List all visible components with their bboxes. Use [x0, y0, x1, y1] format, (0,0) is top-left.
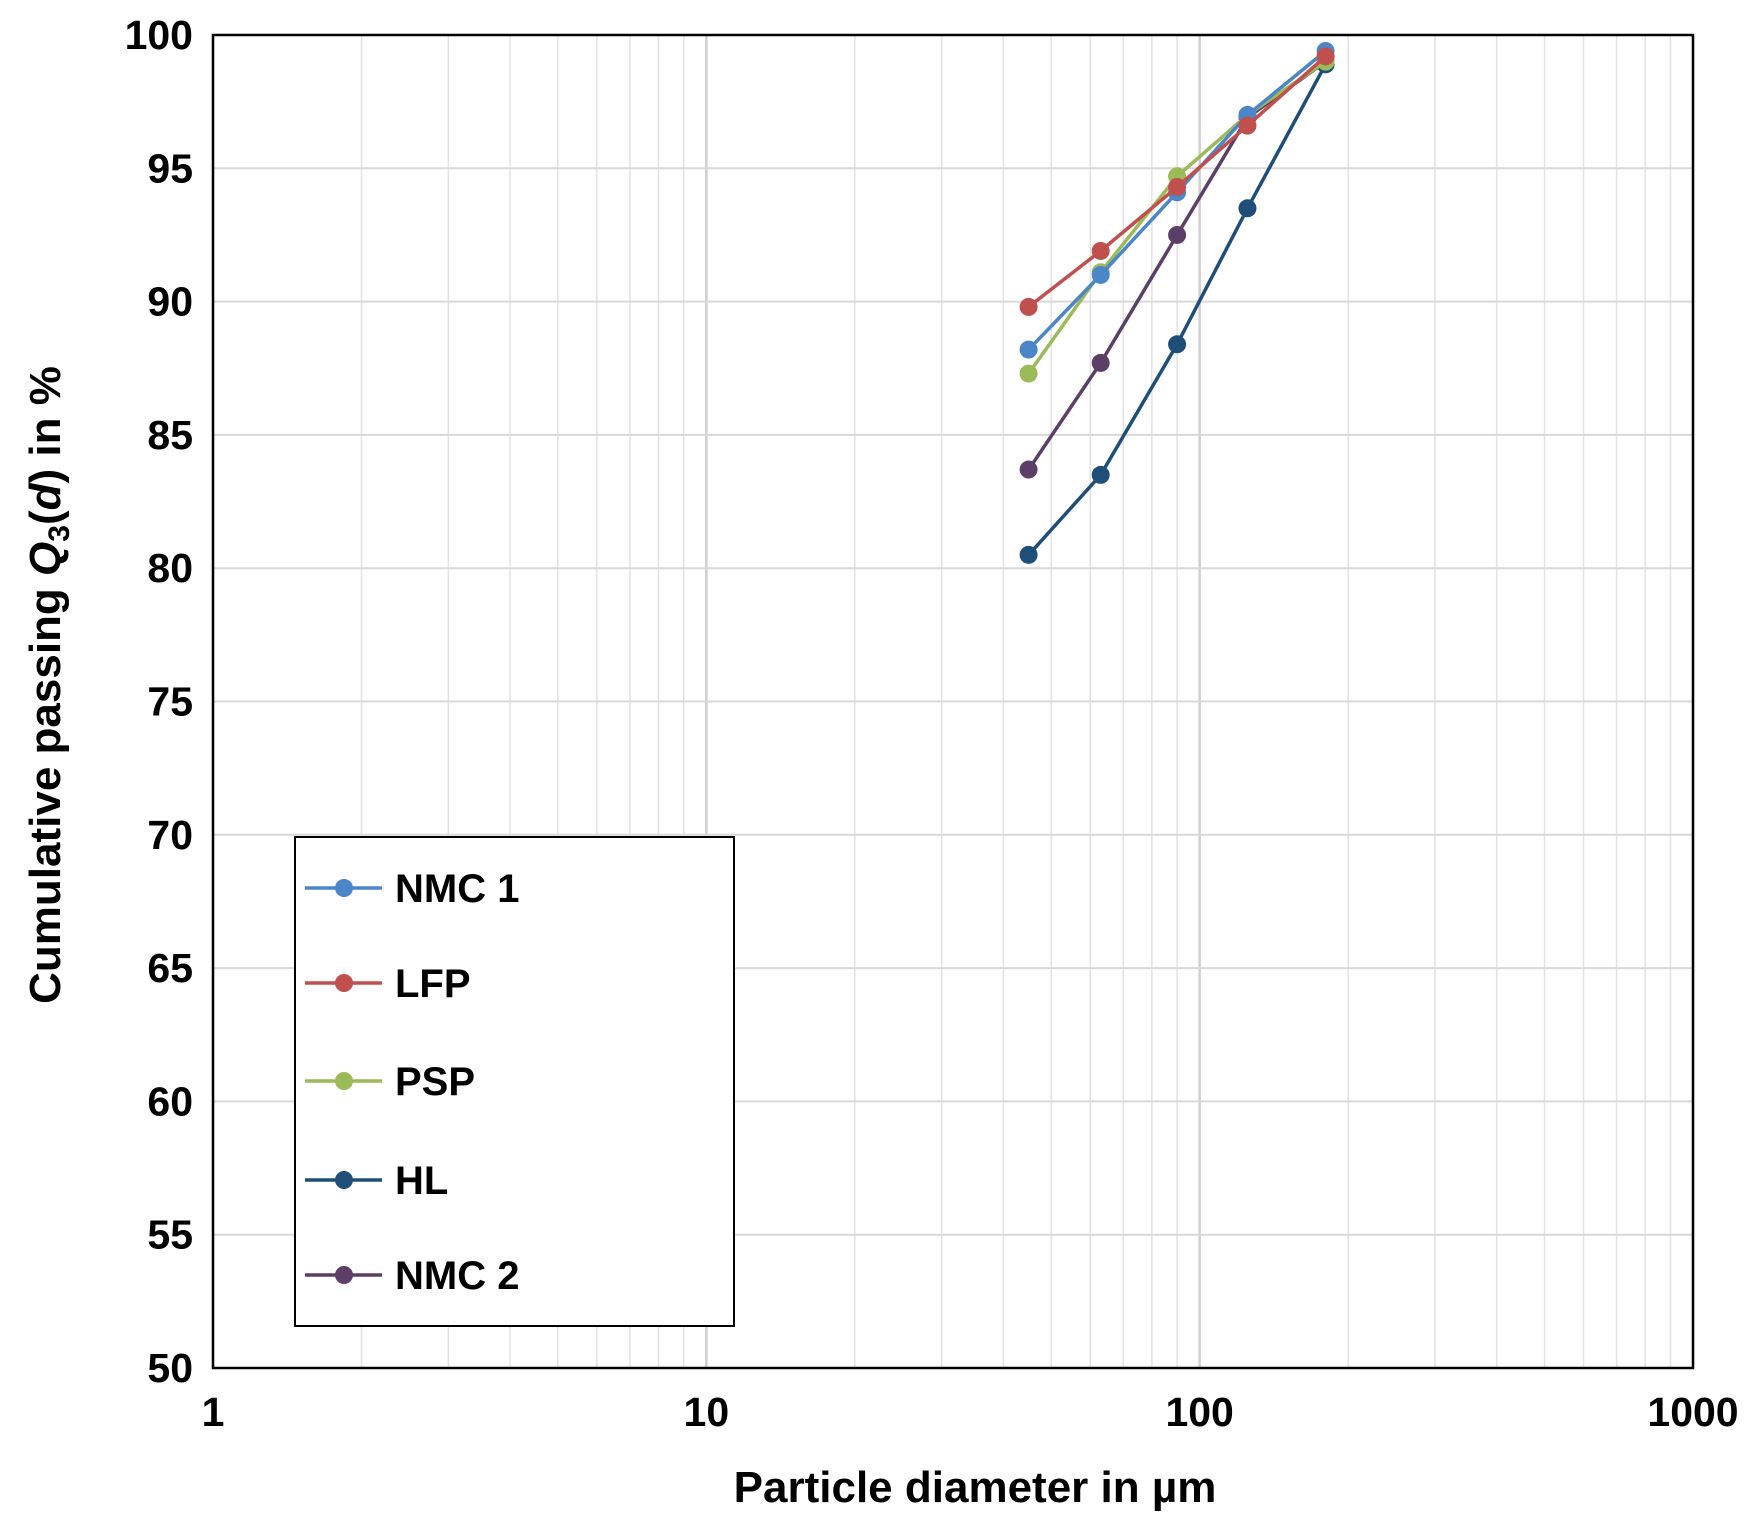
data-point	[1019, 460, 1038, 479]
y-axis-title-open-paren: (	[21, 510, 70, 525]
legend-label: NMC 2	[395, 1254, 519, 1298]
y-tick-label: 70	[147, 812, 193, 858]
legend-label: PSP	[395, 1060, 475, 1104]
y-tick-label: 50	[147, 1345, 193, 1391]
y-axis-tick-labels: 50 55 60 65 70 75 80 85 90 95 100	[125, 12, 193, 1391]
data-series	[1019, 41, 1335, 564]
legend: NMC 1 LFP PSP HL NMC 2	[294, 836, 735, 1327]
legend-item-hl: HL	[305, 1159, 448, 1203]
data-point	[1316, 47, 1335, 66]
x-tick-label: 1	[202, 1389, 225, 1435]
legend-item-lfp: LFP	[305, 962, 471, 1006]
data-point	[1238, 116, 1257, 135]
data-point	[1091, 241, 1110, 260]
legend-label: NMC 1	[395, 867, 519, 911]
y-axis-title: Cumulative passing Q3(d) in %	[21, 366, 76, 1004]
series-lfp	[1019, 47, 1335, 316]
y-tick-label: 60	[147, 1078, 193, 1124]
data-point	[1019, 340, 1038, 359]
y-axis-title-variable: d	[21, 482, 70, 510]
data-point	[1091, 265, 1110, 284]
legend-marker	[335, 1072, 353, 1090]
legend-marker	[335, 974, 353, 992]
y-axis-title-subscript: 3	[43, 525, 76, 542]
y-tick-label: 55	[147, 1212, 193, 1258]
x-axis-tick-labels: 1 10 100 1000	[202, 1389, 1739, 1435]
data-point	[1238, 199, 1257, 218]
legend-label: LFP	[395, 962, 471, 1006]
legend-item-psp: PSP	[305, 1060, 475, 1104]
y-tick-label: 90	[147, 279, 193, 325]
y-axis-title-close-paren: )	[21, 469, 70, 484]
y-tick-label: 65	[147, 945, 193, 991]
data-point	[1091, 353, 1110, 372]
y-axis-title-prefix: Cumulative passing	[21, 576, 70, 1004]
legend-item-nmc-2: NMC 2	[305, 1254, 519, 1298]
data-point	[1168, 177, 1187, 196]
data-point	[1168, 225, 1187, 244]
data-point	[1019, 545, 1038, 564]
x-tick-label: 100	[1165, 1389, 1233, 1435]
data-point	[1019, 297, 1038, 316]
y-axis-title-suffix: in %	[21, 366, 70, 469]
legend-items: NMC 1 LFP PSP HL NMC 2	[305, 867, 519, 1298]
plot-area-frame	[211, 33, 1695, 1370]
y-axis-title-symbol: Q	[21, 542, 70, 576]
x-axis-title: Particle diameter in µm	[734, 1463, 1217, 1512]
data-point	[1019, 364, 1038, 383]
legend-marker	[335, 1171, 353, 1189]
legend-label: HL	[395, 1159, 448, 1203]
y-tick-label: 80	[147, 545, 193, 591]
y-tick-label: 95	[147, 145, 193, 191]
data-point	[1168, 335, 1187, 354]
data-point	[1091, 465, 1110, 484]
y-tick-label: 100	[125, 12, 193, 58]
x-tick-label: 1000	[1647, 1389, 1738, 1435]
legend-marker	[335, 879, 353, 897]
legend-marker	[335, 1266, 353, 1284]
legend-item-nmc-1: NMC 1	[305, 867, 519, 911]
y-tick-label: 85	[147, 412, 193, 458]
y-tick-label: 75	[147, 679, 193, 725]
x-tick-label: 10	[684, 1389, 730, 1435]
